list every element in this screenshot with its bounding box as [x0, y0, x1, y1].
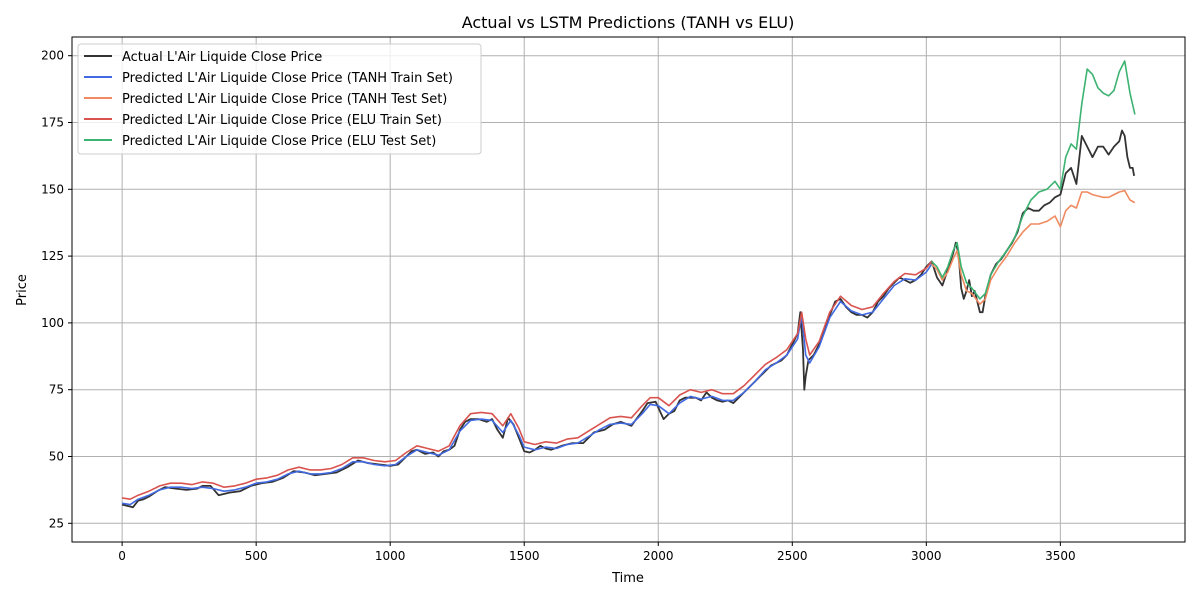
- x-tick-label: 1500: [509, 549, 540, 563]
- y-tick-label: 100: [41, 316, 64, 330]
- y-axis-label: Price: [15, 274, 30, 306]
- y-tick-label: 200: [41, 49, 64, 63]
- x-tick-label: 2500: [777, 549, 808, 563]
- legend-label-1: Predicted L'Air Liquide Close Price (TAN…: [122, 71, 453, 86]
- legend-label-4: Predicted L'Air Liquide Close Price (ELU…: [122, 134, 436, 149]
- x-axis: 0 500 1000 1500 2000 2500 3000 3500: [118, 542, 1076, 563]
- series-layer: [121, 60, 1136, 509]
- y-tick-label: 150: [41, 182, 64, 196]
- x-tick-label: 3000: [911, 549, 942, 563]
- legend-label-0: Actual L'Air Liquide Close Price: [122, 50, 322, 65]
- x-tick-label: 3500: [1045, 549, 1076, 563]
- y-tick-label: 175: [41, 116, 64, 130]
- series-line-1: [121, 263, 933, 506]
- legend-box: [77, 43, 482, 155]
- y-tick-label: 50: [49, 449, 64, 463]
- series-line-2: [931, 189, 1136, 305]
- y-tick-label: 125: [41, 249, 64, 263]
- series-line-4: [931, 60, 1136, 300]
- x-axis-label: Time: [611, 571, 644, 586]
- plot-frame: [71, 36, 1186, 543]
- legend-label-3: Predicted L'Air Liquide Close Price (ELU…: [122, 113, 442, 128]
- x-tick-label: 0: [118, 549, 126, 563]
- chart-title: Actual vs LSTM Predictions (TANH vs ELU): [462, 13, 795, 32]
- x-tick-label: 2000: [643, 549, 674, 563]
- legend: Actual L'Air Liquide Close Price Predicte…: [77, 43, 482, 155]
- y-tick-label: 25: [49, 516, 64, 530]
- x-tick-label: 1000: [375, 549, 406, 563]
- y-axis: 25 50 75 100 125 150 175 200: [41, 49, 72, 530]
- x-tick-label: 500: [245, 549, 268, 563]
- legend-label-2: Predicted L'Air Liquide Close Price (TAN…: [122, 92, 447, 107]
- y-tick-label: 75: [49, 383, 64, 397]
- series-line-3: [121, 260, 933, 500]
